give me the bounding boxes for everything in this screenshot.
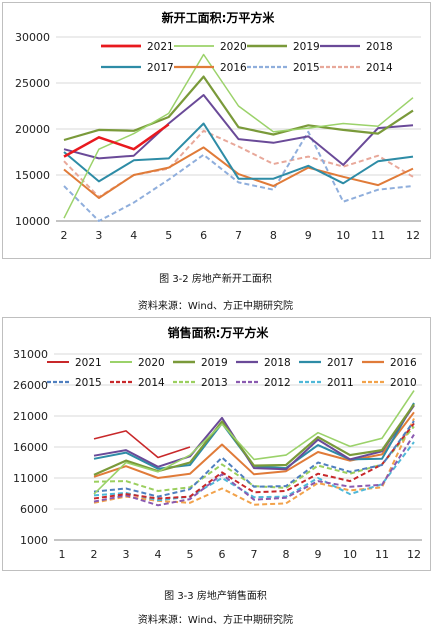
- x-tick-label: 9: [315, 548, 322, 561]
- series-line-2010: [93, 418, 415, 506]
- x-tick-label: 11: [375, 548, 389, 561]
- legend-label-2019: 2019: [293, 41, 320, 53]
- x-tick-label: 10: [343, 548, 357, 561]
- y-tick-label: 21000: [13, 410, 48, 423]
- y-tick-label: 20000: [15, 123, 50, 136]
- legend-label-2021: 2021: [147, 41, 174, 53]
- legend-label-2019: 2019: [201, 357, 228, 369]
- x-tick-label: 5: [165, 229, 172, 242]
- x-tick-label: 12: [407, 548, 421, 561]
- chart-new-construction-svg: 新开工面积:万平方米 10000 15000 20000 25000 30000 2 3 4 5…: [15, 10, 421, 242]
- y-tick-label: 10000: [15, 215, 50, 228]
- series-line-2017: [63, 122, 414, 185]
- series-line-2011: [93, 441, 415, 502]
- figure-source: 资料来源：Wind、方正中期研究院: [137, 615, 294, 626]
- legend-label-2017: 2017: [327, 357, 354, 369]
- figure-caption: 图 3-3 房地产销售面积: [164, 591, 267, 602]
- legend-label-2011: 2011: [327, 377, 354, 389]
- x-tick-label: 11: [371, 229, 385, 242]
- series-line-2013: [93, 425, 415, 492]
- legend-label-2018: 2018: [264, 357, 291, 369]
- legend-label-2014: 2014: [366, 62, 393, 74]
- x-tick-label: 10: [336, 229, 350, 242]
- legend-label-2021: 2021: [75, 357, 102, 369]
- x-tick-label: 4: [155, 548, 162, 561]
- y-tick-label: 16000: [13, 441, 48, 454]
- y-tick-label: 30000: [15, 31, 50, 44]
- figure-source: 资料来源：Wind、方正中期研究院: [137, 301, 294, 312]
- legend-label-2020: 2020: [220, 41, 247, 53]
- legend-label-2013: 2013: [201, 377, 228, 389]
- x-tick-label: 7: [251, 548, 258, 561]
- x-tick-label: 8: [283, 548, 290, 561]
- y-tick-label: 1000: [20, 534, 48, 547]
- x-tick-label: 1: [59, 548, 66, 561]
- series-line-2021: [63, 123, 170, 158]
- series-line-2018: [93, 404, 415, 471]
- x-tick-label: 7: [235, 229, 242, 242]
- series-line-2016: [63, 146, 414, 199]
- legend-label-2016: 2016: [220, 62, 247, 74]
- y-tick-label: 6000: [20, 503, 48, 516]
- legend-label-2015: 2015: [75, 377, 102, 389]
- series-line-2019: [63, 75, 414, 142]
- series-line-2018: [63, 94, 414, 166]
- x-tick-label: 3: [95, 229, 102, 242]
- legend-label-2020: 2020: [138, 357, 165, 369]
- chart-sales-area: 销售面积:万平方米 1000 6000 11000 16000 21000 26000 31…: [2, 317, 431, 571]
- x-tick-label: 6: [219, 548, 226, 561]
- legend-label-2012: 2012: [264, 377, 291, 389]
- legend-label-2017: 2017: [147, 62, 174, 74]
- x-tick-label: 5: [187, 548, 194, 561]
- legend-label-2014: 2014: [138, 377, 165, 389]
- series-line-2014: [63, 129, 414, 199]
- legend-label-2016: 2016: [390, 357, 417, 369]
- series-line-2020: [63, 53, 414, 219]
- legend-label-2018: 2018: [366, 41, 393, 53]
- x-tick-label: 9: [305, 229, 312, 242]
- x-tick-label: 2: [61, 229, 68, 242]
- y-tick-label: 15000: [15, 169, 50, 182]
- y-tick-label: 26000: [13, 379, 48, 392]
- series-line-2015: [63, 130, 414, 222]
- x-tick-label: 4: [130, 229, 137, 242]
- series-line-2019: [93, 403, 415, 476]
- legend-label-2015: 2015: [293, 62, 320, 74]
- chart-title: 新开工面积:万平方米: [162, 10, 276, 25]
- series-line-2012: [93, 434, 415, 507]
- chart-title: 销售面积:万平方米: [168, 325, 270, 340]
- series-line-2015: [93, 420, 415, 498]
- x-tick-label: 6: [200, 229, 207, 242]
- x-tick-label: 8: [270, 229, 277, 242]
- series-line-2020: [93, 390, 415, 495]
- y-tick-label: 11000: [13, 472, 48, 485]
- x-tick-label: 12: [406, 229, 420, 242]
- chart-new-construction: 新开工面积:万平方米 10000 15000 20000 25000 30000 2 3 4 5…: [2, 2, 431, 259]
- legend-label-2010: 2010: [390, 377, 417, 389]
- y-tick-label: 31000: [13, 348, 48, 361]
- chart-sales-area-svg: 销售面积:万平方米 100060001100016000210002600031…: [13, 325, 422, 561]
- x-tick-label: 2: [91, 548, 98, 561]
- y-tick-label: 25000: [15, 77, 50, 90]
- series-line-2021: [93, 430, 191, 459]
- x-tick-label: 3: [123, 548, 130, 561]
- figure-caption: 图 3-2 房地产新开工面积: [159, 274, 272, 285]
